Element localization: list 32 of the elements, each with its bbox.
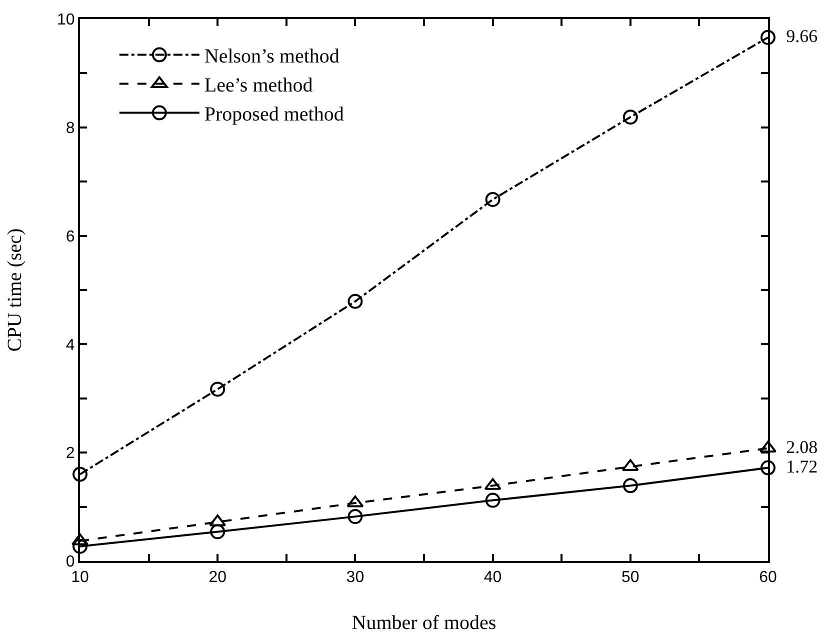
y-tick-label: 6 bbox=[66, 228, 75, 246]
point bbox=[348, 509, 363, 524]
y-tick-label: 8 bbox=[66, 120, 75, 137]
x-axis-title: Number of modes bbox=[352, 612, 496, 634]
point bbox=[72, 466, 88, 482]
point bbox=[72, 538, 88, 554]
y-tick-label: 0 bbox=[66, 554, 75, 571]
point bbox=[760, 30, 776, 45]
point bbox=[210, 524, 226, 540]
point bbox=[760, 460, 776, 476]
y-tick-label: 10 bbox=[57, 12, 75, 29]
x-tick-label: 20 bbox=[208, 569, 227, 586]
data-label: 9.66 bbox=[777, 26, 818, 46]
data-label: 1.72 bbox=[777, 456, 818, 476]
x-tick-label: 50 bbox=[622, 569, 640, 586]
x-tick-label: 60 bbox=[759, 569, 777, 586]
x-tick-label: 40 bbox=[484, 569, 502, 586]
point bbox=[622, 478, 638, 494]
point bbox=[210, 382, 226, 397]
y-tick-label: 4 bbox=[66, 336, 75, 354]
legend-label: Lee’s method bbox=[204, 74, 313, 97]
legend-label: Nelson’s method bbox=[204, 46, 340, 68]
legend-label: Proposed method bbox=[204, 104, 344, 126]
point bbox=[348, 294, 363, 309]
y-axis-title: CPU time (sec) bbox=[4, 228, 26, 352]
point bbox=[485, 192, 500, 207]
x-tick-label: 30 bbox=[346, 569, 364, 586]
point bbox=[622, 110, 638, 125]
point bbox=[485, 492, 500, 508]
y-tick-label: 2 bbox=[66, 445, 75, 462]
point bbox=[209, 514, 226, 526]
data-label: 2.08 bbox=[777, 436, 818, 457]
